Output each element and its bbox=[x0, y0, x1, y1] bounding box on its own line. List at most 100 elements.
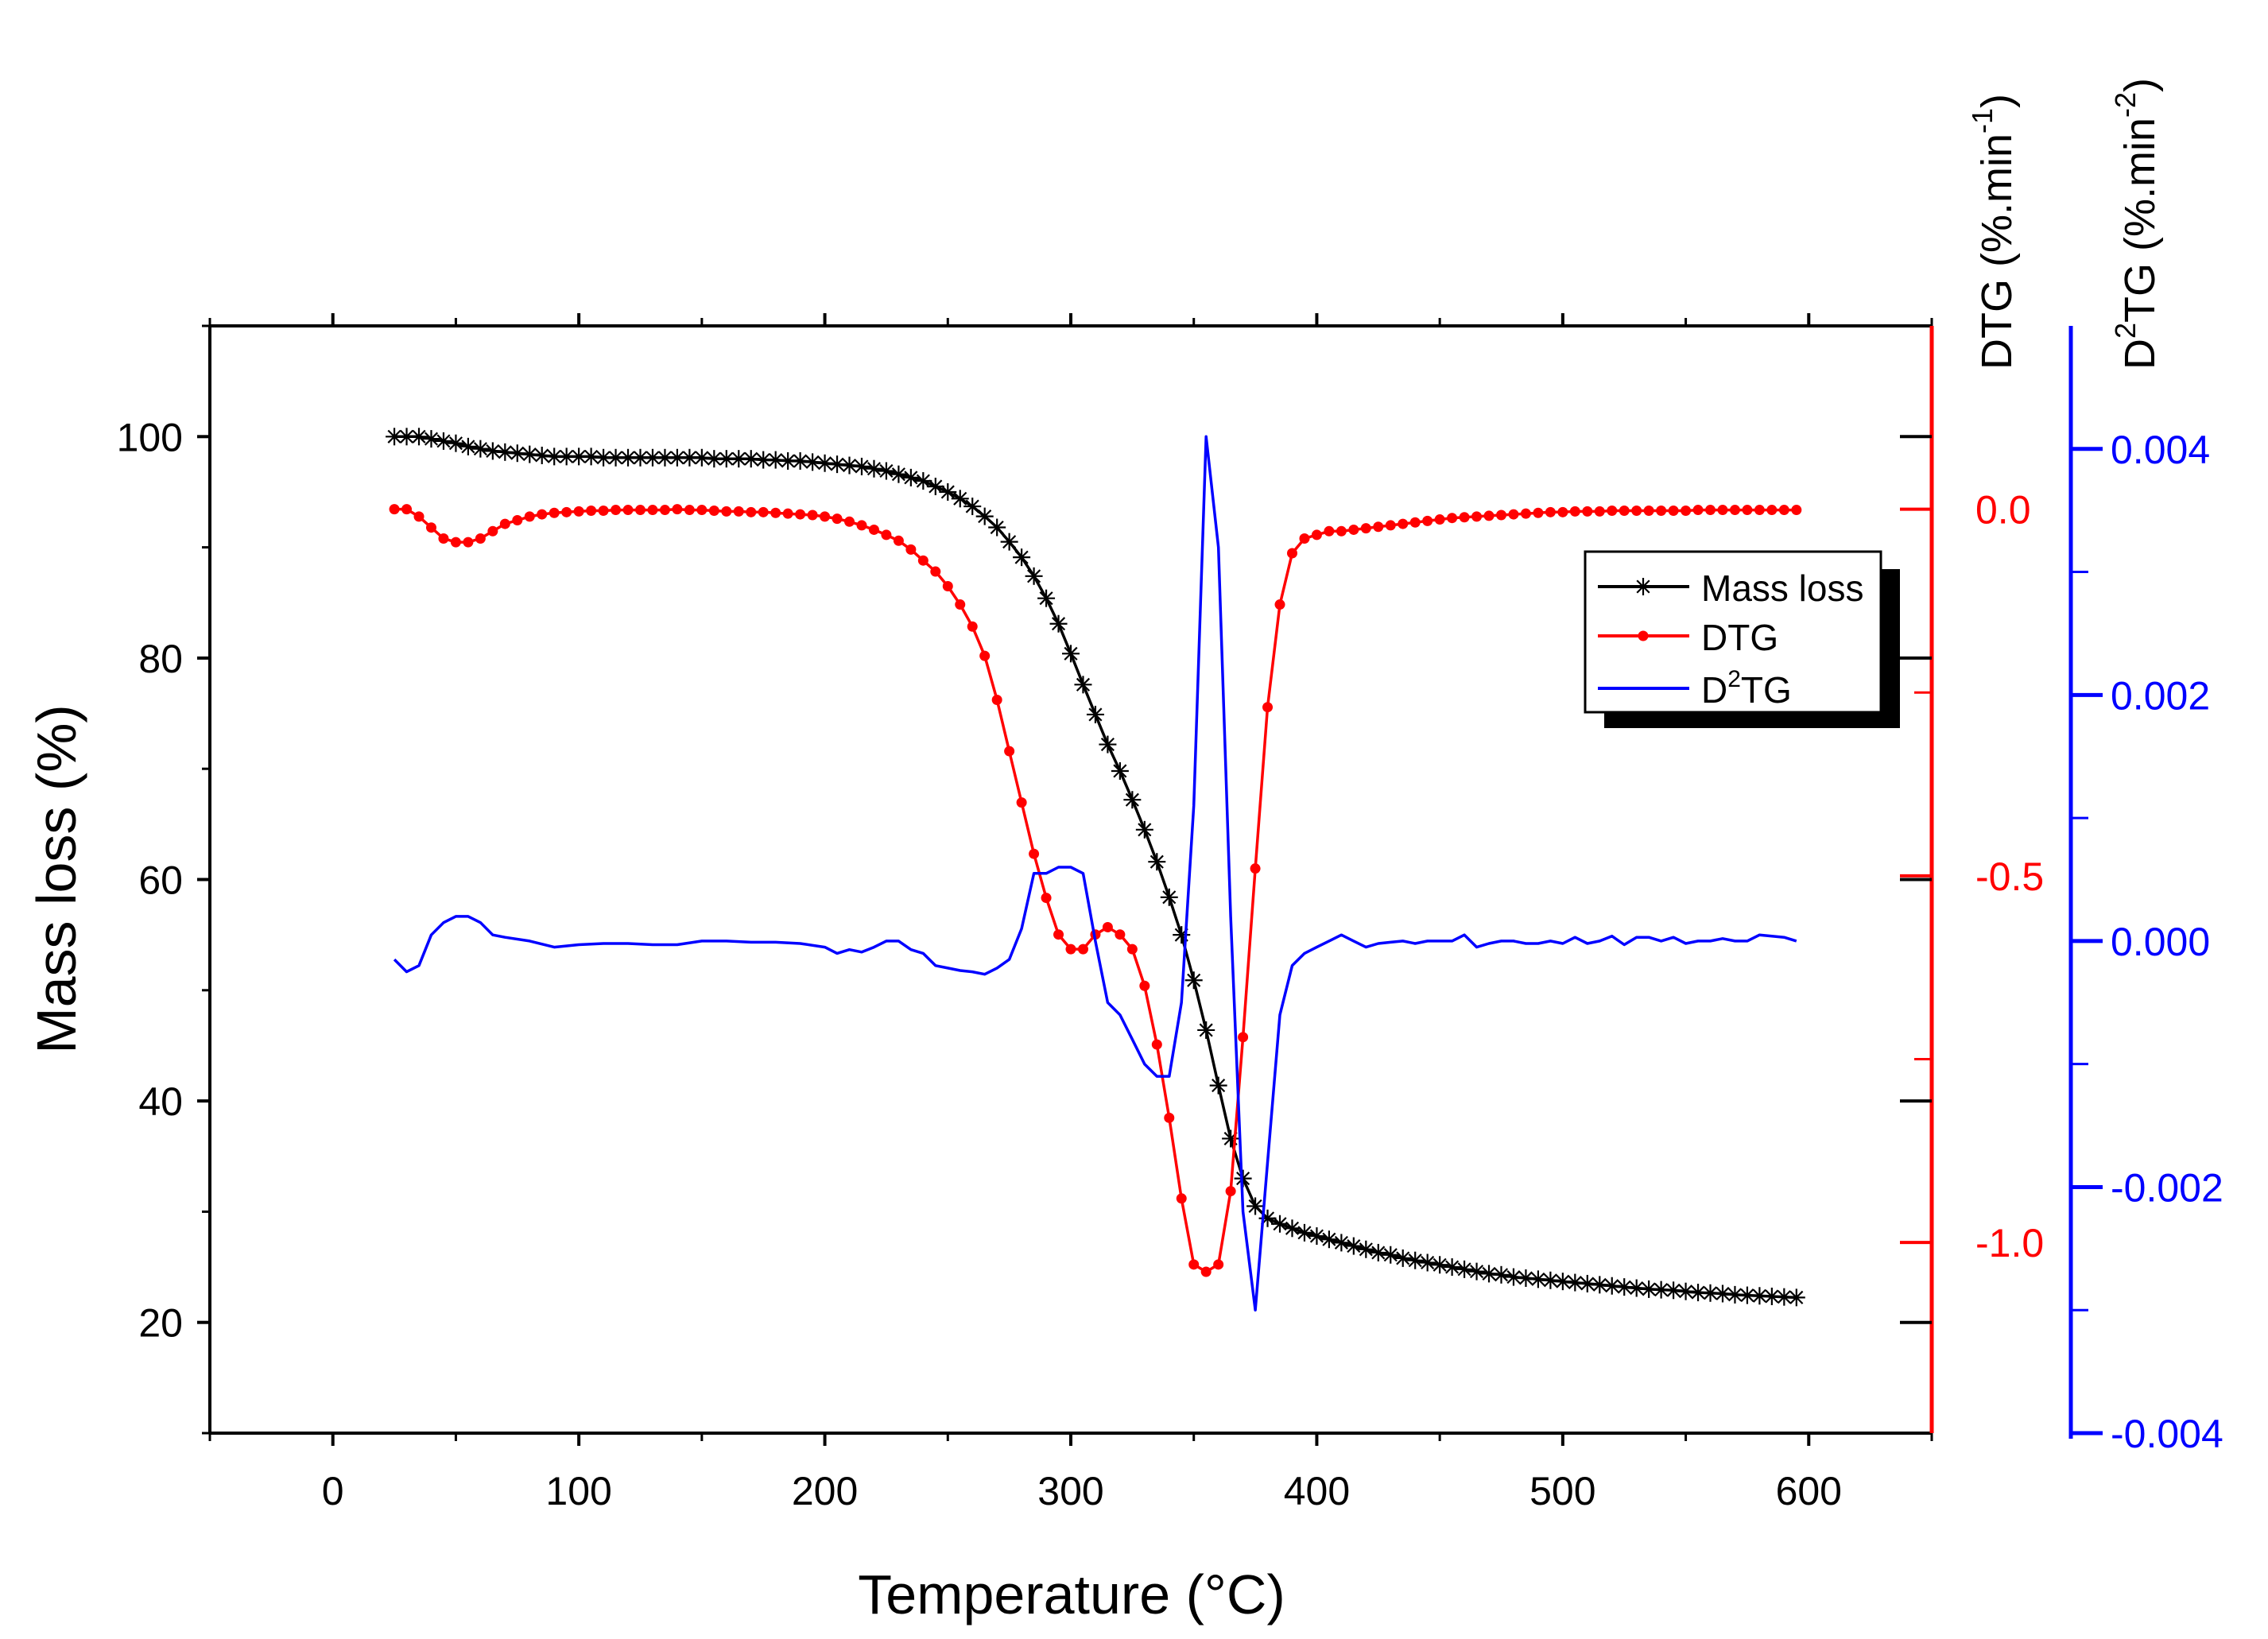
dtg-point bbox=[1422, 515, 1433, 526]
mass-loss-point bbox=[852, 457, 870, 475]
mass-loss-point-stroke bbox=[498, 445, 512, 459]
mass-loss-point-stroke bbox=[424, 432, 439, 446]
mass-loss-point-stroke bbox=[1002, 535, 1017, 549]
mass-loss-point-stroke bbox=[1568, 1275, 1582, 1290]
dtg-point bbox=[721, 506, 732, 517]
mass-loss-point bbox=[840, 456, 859, 475]
dtg-point bbox=[1324, 525, 1335, 537]
x-tick-label: 500 bbox=[1529, 1469, 1595, 1513]
mass-loss-point-stroke bbox=[1470, 1265, 1484, 1279]
d2tg-title-close: ) bbox=[2116, 78, 2164, 92]
d2tg-tick-label: 0.002 bbox=[2111, 673, 2210, 718]
dtg-point bbox=[1496, 510, 1506, 521]
dtg-title-main: DTG (%.min bbox=[1973, 134, 2021, 370]
dtg-point bbox=[979, 650, 991, 661]
mass-loss-point-stroke bbox=[670, 451, 684, 465]
mass-loss-point-stroke bbox=[1187, 973, 1201, 987]
mass-loss-point-stroke bbox=[412, 429, 426, 444]
mass-loss-point bbox=[1000, 533, 1018, 551]
dtg-point bbox=[942, 580, 953, 591]
mass-loss-point bbox=[483, 442, 502, 460]
mass-loss-point-stroke bbox=[1347, 1239, 1361, 1253]
dtg-point bbox=[893, 535, 904, 546]
dtg-point bbox=[512, 514, 523, 525]
legend-box bbox=[1584, 550, 1882, 714]
mass-loss-point-stroke bbox=[560, 449, 574, 463]
mass-loss-point bbox=[397, 428, 416, 446]
d2tg-title-sup1: 2 bbox=[2109, 323, 2142, 339]
mass-loss-point bbox=[1086, 705, 1104, 723]
dtg-title-close: ) bbox=[1973, 94, 2021, 108]
x-tick-label: 200 bbox=[792, 1469, 858, 1513]
mass-loss-point bbox=[901, 468, 920, 486]
mass-loss-point-stroke bbox=[1445, 1260, 1460, 1274]
x-tick-label: 600 bbox=[1776, 1469, 1842, 1513]
mass-loss-point-stroke bbox=[1482, 1266, 1496, 1281]
mass-loss-point bbox=[1578, 1274, 1596, 1292]
dtg-point bbox=[1729, 505, 1740, 516]
dtg-point bbox=[1126, 943, 1138, 955]
dtg-point bbox=[1336, 525, 1347, 537]
dtg-point bbox=[1471, 511, 1483, 522]
dtg-point bbox=[425, 522, 436, 533]
mass-loss-point-stroke bbox=[1580, 1277, 1595, 1291]
mass-loss-point-stroke bbox=[1334, 1235, 1348, 1250]
d2tg-tick-label: -0.004 bbox=[2111, 1412, 2223, 1456]
mass-loss-point-stroke bbox=[1752, 1288, 1766, 1303]
mass-loss-point bbox=[1148, 853, 1166, 871]
dtg-point bbox=[1643, 505, 1654, 516]
d2tg-title-sup2: -2 bbox=[2109, 92, 2142, 118]
mass-loss-point bbox=[1308, 1227, 1326, 1246]
x-tick-label: 0 bbox=[322, 1469, 344, 1513]
mass-loss-point bbox=[447, 434, 465, 452]
legend-massloss-asterisk bbox=[1634, 578, 1652, 595]
dtg-point bbox=[561, 506, 572, 517]
mass-loss-point-stroke bbox=[855, 459, 869, 474]
mass-loss-point-stroke bbox=[1396, 1251, 1410, 1265]
mass-loss-point-stroke bbox=[1531, 1272, 1545, 1286]
mass-loss-point bbox=[914, 472, 932, 490]
mass-loss-point bbox=[742, 450, 760, 468]
mass-loss-point-stroke bbox=[904, 471, 918, 485]
mass-loss-point bbox=[828, 455, 847, 474]
mass-loss-point-stroke bbox=[940, 485, 955, 499]
mass-loss-point-stroke bbox=[1297, 1226, 1312, 1240]
mass-loss-point-stroke bbox=[596, 451, 611, 465]
mass-loss-point-stroke bbox=[1494, 1268, 1509, 1282]
mass-loss-point bbox=[1640, 1280, 1658, 1298]
mass-loss-point bbox=[804, 453, 822, 471]
mass-loss-point bbox=[533, 446, 551, 464]
dtg-point bbox=[1373, 521, 1384, 533]
mass-loss-point bbox=[1677, 1282, 1695, 1300]
dtg-point bbox=[795, 509, 806, 520]
mass-loss-point bbox=[1246, 1197, 1265, 1215]
mass-loss-point-stroke bbox=[805, 455, 820, 469]
mass-loss-point bbox=[1271, 1215, 1289, 1233]
mass-loss-point-stroke bbox=[1617, 1280, 1631, 1294]
d2tg-tick-label: 0.004 bbox=[2111, 428, 2210, 472]
dtg-point bbox=[844, 516, 855, 527]
left-tick-label: 20 bbox=[138, 1301, 183, 1346]
mass-loss-point-stroke bbox=[1027, 569, 1041, 583]
mass-loss-point bbox=[1135, 820, 1153, 839]
dtg-point bbox=[881, 529, 892, 541]
dtg-point bbox=[1102, 921, 1113, 932]
dtg-point bbox=[1213, 1259, 1224, 1270]
mass-loss-point bbox=[1074, 676, 1092, 694]
dtg-point bbox=[782, 508, 793, 519]
legend-d2tg-prefix: D bbox=[1701, 669, 1727, 711]
x-tick-label: 100 bbox=[545, 1469, 611, 1513]
mass-loss-point-stroke bbox=[769, 452, 783, 467]
mass-loss-point-stroke bbox=[682, 451, 696, 465]
x-axis-ticks: 0 100 200 300 400 500 600 bbox=[208, 313, 1933, 1513]
dtg-point bbox=[856, 520, 867, 531]
dtg-point bbox=[930, 566, 941, 577]
legend-d2tg-label: D2TG bbox=[1701, 666, 1792, 711]
dtg-point bbox=[537, 509, 548, 520]
mass-loss-point-stroke bbox=[1691, 1285, 1705, 1300]
mass-loss-point bbox=[1541, 1271, 1560, 1289]
dtg-point bbox=[573, 506, 584, 517]
dtg-point bbox=[820, 511, 831, 522]
mass-loss-point bbox=[1394, 1249, 1412, 1267]
